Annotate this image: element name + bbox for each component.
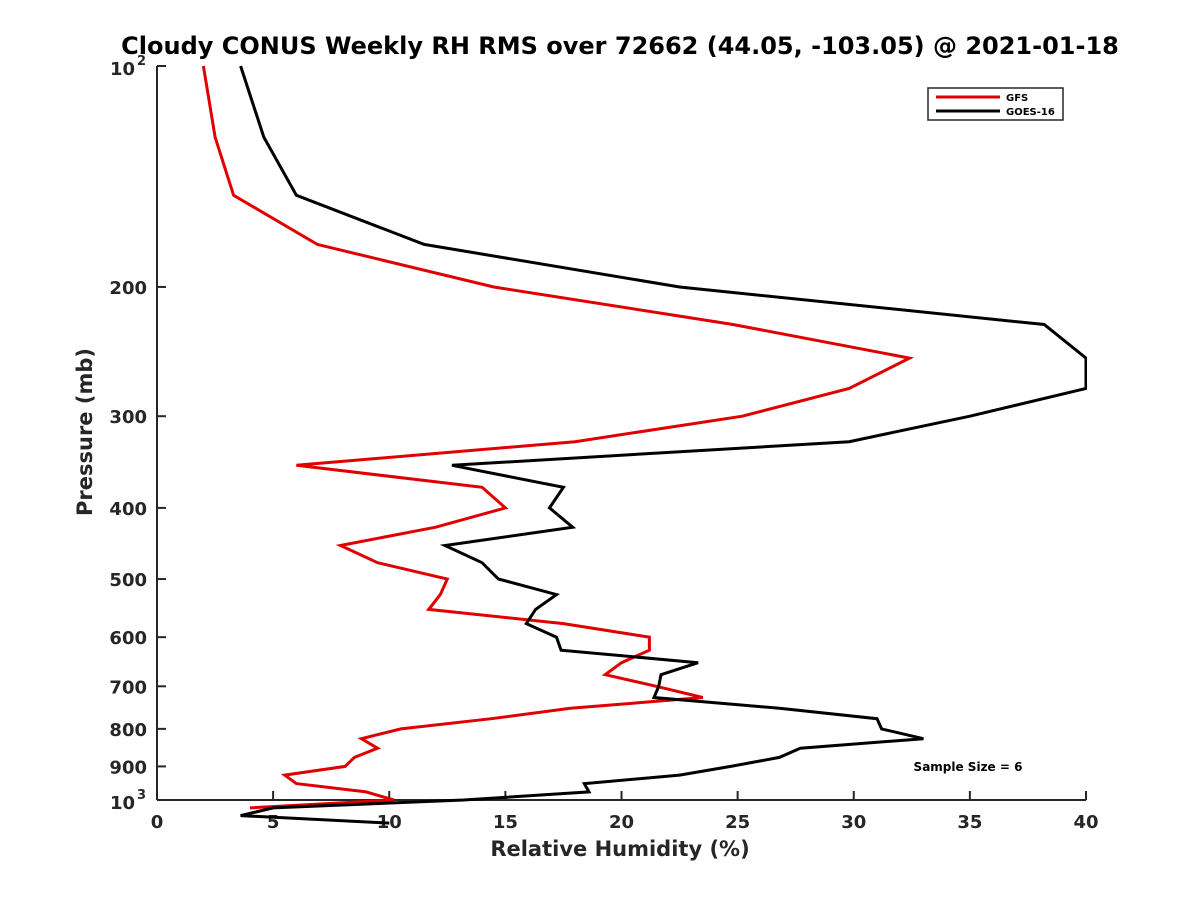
tick-base: 10 bbox=[110, 59, 135, 80]
series-line-goes-16 bbox=[239, 65, 1087, 825]
sample-size-annotation: Sample Size = 6 bbox=[914, 760, 1023, 774]
x-axis: 0 5 10 15 20 25 30 35 40 bbox=[151, 791, 1099, 833]
x-tick-label: 20 bbox=[609, 812, 634, 833]
y-tick-label: 300 bbox=[109, 407, 147, 428]
y-tick-label: 900 bbox=[109, 757, 147, 778]
y-tick-label: 10 bbox=[110, 793, 135, 814]
chart-title: Cloudy CONUS Weekly RH RMS over 72662 (4… bbox=[121, 32, 1119, 60]
legend-box bbox=[927, 87, 1064, 121]
x-tick-label: 30 bbox=[841, 812, 866, 833]
y-tick-label: 200 bbox=[109, 278, 147, 299]
tick-exponent: 3 bbox=[137, 788, 146, 803]
y-tick-label: 500 bbox=[109, 570, 147, 591]
y-tick-label: 10 bbox=[110, 59, 135, 80]
tick-base: 10 bbox=[110, 793, 135, 814]
legend: GFS GOES-16 bbox=[927, 87, 1064, 121]
x-axis-label: Relative Humidity (%) bbox=[490, 837, 749, 861]
legend-label-gfs: GFS bbox=[1006, 93, 1028, 104]
y-tick-label: 600 bbox=[109, 628, 147, 649]
legend-label-goes-16: GOES-16 bbox=[1006, 107, 1055, 118]
plot-area bbox=[156, 66, 1086, 801]
series-layer bbox=[201, 65, 1087, 825]
series-line-gfs bbox=[201, 65, 915, 810]
x-tick-label: 0 bbox=[151, 812, 164, 833]
x-tick-label: 40 bbox=[1073, 812, 1098, 833]
tick-exponent: 2 bbox=[137, 54, 146, 69]
y-tick-label: 700 bbox=[109, 677, 147, 698]
x-tick-label: 15 bbox=[493, 812, 518, 833]
x-tick-label: 35 bbox=[957, 812, 982, 833]
y-tick-label: 800 bbox=[109, 720, 147, 741]
x-tick-label: 25 bbox=[725, 812, 750, 833]
y-tick-label: 400 bbox=[109, 499, 147, 520]
y-axis-label: Pressure (mb) bbox=[73, 348, 97, 516]
x-tick-label: 5 bbox=[267, 812, 280, 833]
